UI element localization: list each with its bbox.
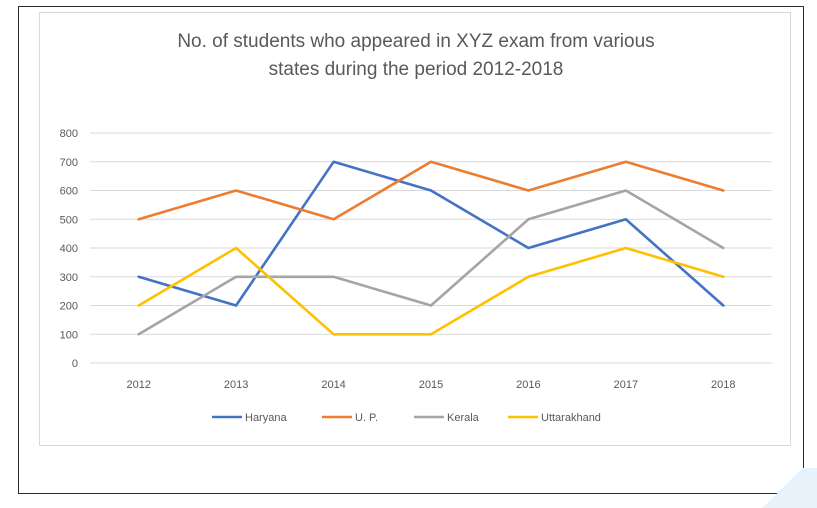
chart-title-line-2: states during the period 2012-2018 [269, 59, 564, 80]
chart-frame: No. of students who appeared in XYZ exam… [18, 6, 804, 494]
chart-title: No. of students who appeared in XYZ exam… [177, 31, 654, 80]
y-axis-ticks: 0 100 200 300 400 500 600 700 800 [60, 128, 78, 370]
series-line-haryana [137, 160, 725, 307]
x-tick-label: 2017 [614, 379, 638, 391]
x-tick-label: 2014 [321, 379, 345, 391]
corner-decoration [757, 468, 817, 508]
y-tick-label: 500 [60, 214, 78, 226]
series-line-uttarakhand [137, 246, 725, 336]
x-tick-label: 2012 [126, 379, 150, 391]
gridlines [90, 132, 772, 364]
y-tick-label: 300 [60, 272, 78, 284]
series-lines [137, 160, 725, 336]
y-tick-label: 100 [60, 329, 78, 341]
x-axis-ticks: 2012 2013 2014 2015 2016 2017 2018 [126, 379, 735, 391]
x-tick-label: 2016 [516, 379, 540, 391]
legend: Haryana U. P. Kerala Uttarakhand [212, 412, 601, 424]
legend-label: Haryana [245, 412, 287, 424]
line-chart: No. of students who appeared in XYZ exam… [60, 31, 772, 424]
y-tick-label: 600 [60, 186, 78, 198]
legend-label: Uttarakhand [541, 412, 601, 424]
y-tick-label: 200 [60, 301, 78, 313]
series-line-kerala [137, 189, 725, 336]
x-tick-label: 2018 [711, 379, 735, 391]
y-tick-label: 800 [60, 128, 78, 140]
chart-area: No. of students who appeared in XYZ exam… [39, 12, 791, 446]
series-line-u-p [137, 160, 725, 221]
legend-label: U. P. [355, 412, 378, 424]
y-tick-label: 400 [60, 243, 78, 255]
x-tick-label: 2013 [224, 379, 248, 391]
chart-title-line-1: No. of students who appeared in XYZ exam… [177, 31, 654, 52]
legend-label: Kerala [447, 412, 480, 424]
y-tick-label: 700 [60, 157, 78, 169]
x-tick-label: 2015 [419, 379, 443, 391]
y-tick-label: 0 [72, 358, 78, 370]
